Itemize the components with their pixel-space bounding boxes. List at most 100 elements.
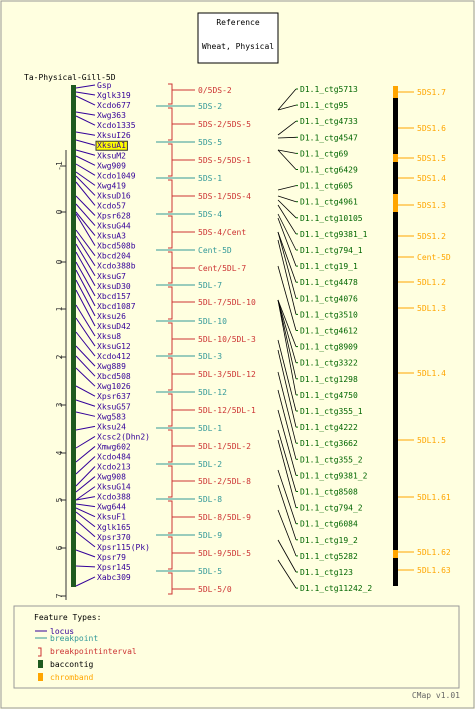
contig-label[interactable]: D1.1_ctg4222 xyxy=(300,423,358,432)
breakpoint-label[interactable]: 5DL-12 xyxy=(198,388,227,397)
chromband-label[interactable]: 5DL1.2 xyxy=(417,278,446,287)
locus-label[interactable]: Xcdo57 xyxy=(97,201,126,210)
contig-label[interactable]: D1.1_ctg5282 xyxy=(300,552,358,561)
breakpoint-label[interactable]: 5DS-1 xyxy=(198,174,222,183)
contig-label[interactable]: D1.1_ctg605 xyxy=(300,182,353,191)
locus-label[interactable]: Xwg419 xyxy=(97,181,126,190)
interval-label[interactable]: 5DL-5/0 xyxy=(198,585,232,594)
contig-label[interactable]: D1.1_ctg4478 xyxy=(300,278,358,287)
interval-label[interactable]: 5DS-2/5DS-5 xyxy=(198,120,251,129)
locus-label[interactable]: Xbcd508b xyxy=(97,242,136,251)
breakpoint-label[interactable]: 5DL-9 xyxy=(198,531,222,540)
locus-label[interactable]: XksuF1 xyxy=(97,513,126,522)
contig-label[interactable]: D1.1_ctg1298 xyxy=(300,375,358,384)
locus-label[interactable]: XksuD16 xyxy=(97,191,131,200)
locus-label[interactable]: Gsp xyxy=(97,81,112,90)
locus-label[interactable]: Xwg909 xyxy=(97,161,126,170)
locus-label[interactable]: Xcdo213 xyxy=(97,463,131,472)
contig-label[interactable]: D1.1_ctg3662 xyxy=(300,439,358,448)
locus-label[interactable]: XksuG14 xyxy=(97,483,131,492)
breakpoint-label[interactable]: 5DS-5 xyxy=(198,138,222,147)
chromband-label[interactable]: 5DL1.61 xyxy=(417,493,451,502)
locus-label[interactable]: XksuG7 xyxy=(97,272,126,281)
locus-label[interactable]: XksuD30 xyxy=(97,282,131,291)
interval-label[interactable]: 0/5DS-2 xyxy=(198,86,232,95)
chromband-label[interactable]: 5DL1.5 xyxy=(417,436,446,445)
breakpoint-label[interactable]: 5DL-1 xyxy=(198,424,222,433)
contig-label[interactable]: D1.1_ctg6429 xyxy=(300,166,358,175)
chromband-label[interactable]: 5DL1.4 xyxy=(417,369,446,378)
contig-label[interactable]: D1.1_ctg9381_1 xyxy=(300,230,368,239)
locus-label[interactable]: XksuA1 xyxy=(97,141,126,150)
locus-label[interactable]: Xwg1026 xyxy=(97,382,131,391)
locus-label[interactable]: Xcdo412 xyxy=(97,352,131,361)
locus-label[interactable]: Xbcd204 xyxy=(97,252,131,261)
chromband-label[interactable]: Cent-5D xyxy=(417,253,451,262)
breakpoint-label[interactable]: 5DL-2 xyxy=(198,460,222,469)
interval-label[interactable]: 5DL-8/5DL-9 xyxy=(198,513,251,522)
locus-label[interactable]: Xpsr370 xyxy=(97,533,131,542)
locus-label[interactable]: XksuM2 xyxy=(97,151,126,160)
chromband-label[interactable]: 5DS1.7 xyxy=(417,88,446,97)
contig-label[interactable]: D1.1_ctg4961 xyxy=(300,198,358,207)
map-title[interactable]: Ta-Physical-Gill-5D xyxy=(24,73,116,82)
interval-label[interactable]: 5DL-7/5DL-10 xyxy=(198,298,256,307)
locus-label[interactable]: Xpsr628 xyxy=(97,212,131,221)
locus-label[interactable]: Xbcd508 xyxy=(97,372,131,381)
contig-label[interactable]: D1.1_ctg11242_2 xyxy=(300,584,372,593)
locus-label[interactable]: Xmwg602 xyxy=(97,442,131,451)
interval-label[interactable]: 5DS-4/Cent xyxy=(198,228,246,237)
interval-label[interactable]: 5DL-9/5DL-5 xyxy=(198,549,251,558)
locus-label[interactable]: Xglk319 xyxy=(97,91,131,100)
locus-label[interactable]: Xksu26 xyxy=(97,312,126,321)
locus-label[interactable]: Xcdo677 xyxy=(97,101,131,110)
locus-label[interactable]: XksuD42 xyxy=(97,322,131,331)
locus-label[interactable]: Xcdo388 xyxy=(97,493,131,502)
locus-label[interactable]: Xpsr145 xyxy=(97,563,131,572)
contig-label[interactable]: D1.1_ctg95 xyxy=(300,101,348,110)
contig-label[interactable]: D1.1_ctg3322 xyxy=(300,359,358,368)
breakpoint-label[interactable]: 5DL-10 xyxy=(198,317,227,326)
breakpoint-label[interactable]: 5DL-7 xyxy=(198,281,222,290)
locus-label[interactable]: Xwg908 xyxy=(97,473,126,482)
breakpoint-label[interactable]: 5DL-3 xyxy=(198,352,222,361)
contig-label[interactable]: D1.1_ctg6084 xyxy=(300,520,358,529)
locus-label[interactable]: Xwg644 xyxy=(97,503,126,512)
interval-label[interactable]: 5DL-12/5DL-1 xyxy=(198,406,256,415)
breakpoint-label[interactable]: 5DS-4 xyxy=(198,210,222,219)
contig-label[interactable]: D1.1_ctg123 xyxy=(300,568,353,577)
interval-label[interactable]: 5DL-2/5DL-8 xyxy=(198,477,251,486)
contig-label[interactable]: D1.1_ctg10105 xyxy=(300,214,363,223)
locus-label[interactable]: Xcdo484 xyxy=(97,452,131,461)
locus-label[interactable]: Xpsr637 xyxy=(97,392,131,401)
breakpoint-label[interactable]: 5DL-8 xyxy=(198,495,222,504)
chromband-label[interactable]: 5DL1.3 xyxy=(417,304,446,313)
contig-label[interactable]: D1.1_ctg8909 xyxy=(300,343,358,352)
chromband-label[interactable]: 5DS1.2 xyxy=(417,232,446,241)
locus-label[interactable]: Xksu8 xyxy=(97,332,121,341)
contig-label[interactable]: D1.1_ctg8508 xyxy=(300,488,358,497)
contig-label[interactable]: D1.1_ctg4076 xyxy=(300,294,358,303)
contig-label[interactable]: D1.1_ctg69 xyxy=(300,149,348,158)
locus-label[interactable]: Xksu24 xyxy=(97,422,126,431)
interval-label[interactable]: 5DS-5/5DS-1 xyxy=(198,156,251,165)
contig-label[interactable]: D1.1_ctg19_1 xyxy=(300,262,358,271)
breakpoint-label[interactable]: 5DS-2 xyxy=(198,102,222,111)
locus-label[interactable]: XksuG12 xyxy=(97,342,131,351)
contig-label[interactable]: D1.1_ctg355_2 xyxy=(300,455,363,464)
contig-label[interactable]: D1.1_ctg355_1 xyxy=(300,407,363,416)
locus-label[interactable]: XksuG57 xyxy=(97,402,131,411)
contig-label[interactable]: D1.1_ctg9381_2 xyxy=(300,471,368,480)
contig-label[interactable]: D1.1_ctg19_2 xyxy=(300,536,358,545)
contig-label[interactable]: D1.1_ctg794_1 xyxy=(300,246,363,255)
contig-label[interactable]: D1.1_ctg4733 xyxy=(300,117,358,126)
locus-label[interactable]: XksuG44 xyxy=(97,222,131,231)
interval-label[interactable]: Cent/5DL-7 xyxy=(198,264,246,273)
contig-label[interactable]: D1.1_ctg794_2 xyxy=(300,504,363,513)
contig-label[interactable]: D1.1_ctg4612 xyxy=(300,327,358,336)
contig-label[interactable]: D1.1_ctg5713 xyxy=(300,85,358,94)
locus-label[interactable]: Xcsc2(Dhn2) xyxy=(97,432,150,441)
interval-label[interactable]: 5DL-1/5DL-2 xyxy=(198,442,251,451)
locus-label[interactable]: Xcdo1049 xyxy=(97,171,136,180)
locus-label[interactable]: Xwg889 xyxy=(97,362,126,371)
